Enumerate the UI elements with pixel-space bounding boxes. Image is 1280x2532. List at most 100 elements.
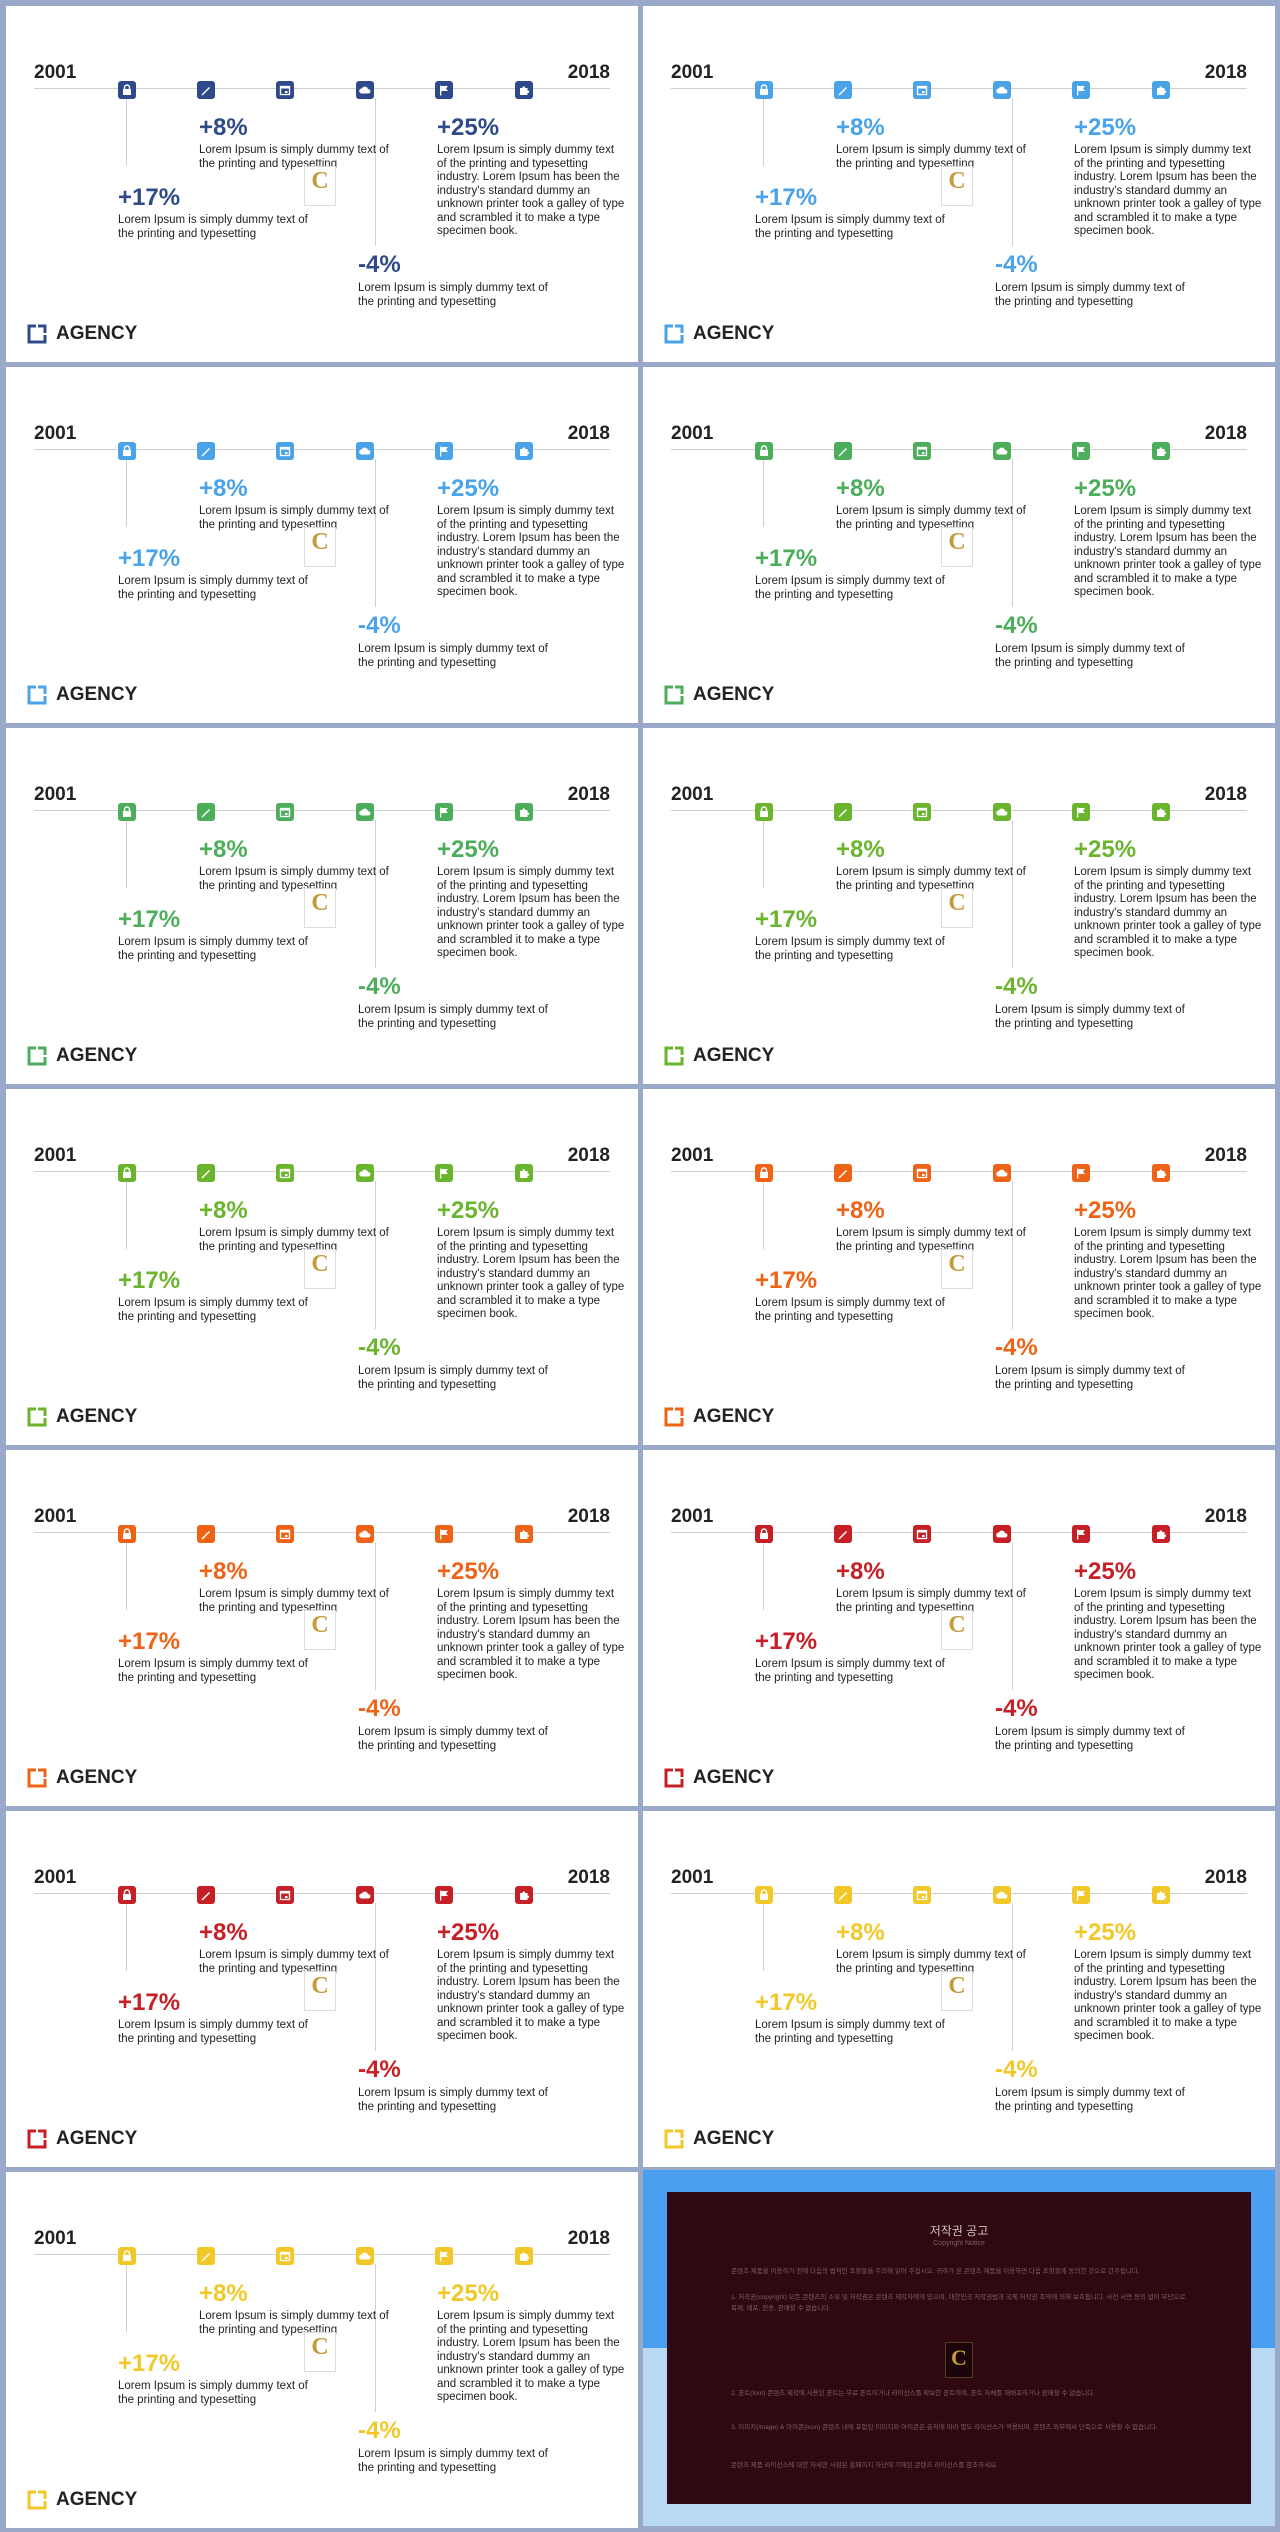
timeline-slide: 2001 2018 +17% Lorem Ipsum is simply dummy … bbox=[643, 6, 1275, 362]
pencil-icon bbox=[834, 1525, 852, 1543]
agency-logo-icon bbox=[664, 685, 684, 705]
stat-value: +8% bbox=[199, 2280, 248, 2307]
stat-value: -4% bbox=[358, 973, 401, 1000]
stat-value: +8% bbox=[836, 1919, 885, 1946]
stat-value: +17% bbox=[755, 1989, 818, 2016]
stat-value: +25% bbox=[437, 114, 500, 141]
agency-logo-icon bbox=[664, 1768, 684, 1788]
puzzle-icon bbox=[1152, 81, 1170, 99]
connector-line bbox=[763, 1181, 764, 1249]
stat-value: +17% bbox=[118, 906, 181, 933]
flag-icon bbox=[435, 803, 453, 821]
connector-line bbox=[1012, 1542, 1013, 1690]
stat-value: +8% bbox=[836, 836, 885, 863]
puzzle-icon bbox=[515, 1525, 533, 1543]
timeline-axis bbox=[671, 1532, 1247, 1533]
year-end: 2018 bbox=[567, 423, 610, 444]
watermark-stamp: C bbox=[941, 527, 973, 567]
stamp-letter: C bbox=[311, 2334, 329, 2360]
connector-line bbox=[375, 1181, 376, 1329]
calendar-icon bbox=[913, 442, 931, 460]
year-start: 2001 bbox=[671, 1506, 714, 1527]
puzzle-icon bbox=[1152, 1164, 1170, 1182]
stat-value: -4% bbox=[995, 973, 1038, 1000]
stat-value: +8% bbox=[836, 114, 885, 141]
brand-name: AGENCY bbox=[56, 323, 138, 344]
stat-description: Lorem Ipsum is simply dummy text of the … bbox=[118, 1658, 308, 1684]
timeline-slide: 2001 2018 +17% Lorem Ipsum is simply dummy … bbox=[6, 1089, 638, 1445]
stat-value: +8% bbox=[836, 1558, 885, 1585]
stat-description: Lorem Ipsum is simply dummy text of the … bbox=[1074, 1588, 1262, 1681]
stat-description: Lorem Ipsum is simply dummy text of the … bbox=[1074, 866, 1262, 959]
brand: AGENCY bbox=[26, 323, 137, 345]
pencil-icon bbox=[197, 2247, 215, 2265]
stat-description: Lorem Ipsum is simply dummy text of the … bbox=[836, 1949, 1026, 1975]
timeline-axis bbox=[34, 449, 610, 450]
stat-value: +8% bbox=[836, 1197, 885, 1224]
stamp-letter: C bbox=[948, 1251, 966, 1277]
brand: AGENCY bbox=[663, 684, 774, 706]
stamp-letter: C bbox=[948, 1612, 966, 1638]
watermark-stamp: C bbox=[304, 1249, 336, 1289]
stat-description: Lorem Ipsum is simply dummy text of the … bbox=[755, 936, 945, 962]
brand-name: AGENCY bbox=[693, 323, 775, 344]
puzzle-icon bbox=[515, 1164, 533, 1182]
watermark-stamp: C bbox=[304, 888, 336, 928]
year-end: 2018 bbox=[567, 784, 610, 805]
lock-icon bbox=[118, 803, 136, 821]
brand-name: AGENCY bbox=[693, 684, 775, 705]
stat-description: Lorem Ipsum is simply dummy text of the … bbox=[437, 866, 625, 959]
flag-icon bbox=[435, 442, 453, 460]
stat-description: Lorem Ipsum is simply dummy text of the … bbox=[118, 1297, 308, 1323]
flag-icon bbox=[435, 2247, 453, 2265]
stat-value: +25% bbox=[437, 1197, 500, 1224]
stat-description: Lorem Ipsum is simply dummy text of the … bbox=[995, 1726, 1185, 1752]
cloud-upload-icon bbox=[993, 1164, 1011, 1182]
cloud-upload-icon bbox=[993, 1525, 1011, 1543]
puzzle-icon bbox=[515, 2247, 533, 2265]
stat-value: +8% bbox=[199, 1919, 248, 1946]
cloud-upload-icon bbox=[356, 1525, 374, 1543]
timeline-slide: 2001 2018 +17% Lorem Ipsum is simply dummy … bbox=[6, 2172, 638, 2528]
stat-description: Lorem Ipsum is simply dummy text of the … bbox=[199, 1227, 389, 1253]
stat-description: Lorem Ipsum is simply dummy text of the … bbox=[755, 214, 945, 240]
flag-icon bbox=[1072, 1164, 1090, 1182]
stat-description: Lorem Ipsum is simply dummy text of the … bbox=[358, 1726, 548, 1752]
stat-value: +17% bbox=[118, 1628, 181, 1655]
puzzle-icon bbox=[515, 442, 533, 460]
connector-line bbox=[126, 1903, 127, 1971]
stat-description: Lorem Ipsum is simply dummy text of the … bbox=[995, 282, 1185, 308]
agency-logo-icon bbox=[27, 1407, 47, 1427]
flag-icon bbox=[1072, 81, 1090, 99]
puzzle-icon bbox=[1152, 1525, 1170, 1543]
brand: AGENCY bbox=[26, 684, 137, 706]
timeline-axis bbox=[34, 810, 610, 811]
calendar-icon bbox=[913, 81, 931, 99]
year-end: 2018 bbox=[1204, 423, 1247, 444]
connector-line bbox=[763, 459, 764, 527]
connector-line bbox=[763, 1542, 764, 1610]
stat-description: Lorem Ipsum is simply dummy text of the … bbox=[836, 1588, 1026, 1614]
flag-icon bbox=[435, 1164, 453, 1182]
cloud-upload-icon bbox=[993, 81, 1011, 99]
flag-icon bbox=[1072, 803, 1090, 821]
timeline-axis bbox=[34, 1893, 610, 1894]
brand: AGENCY bbox=[26, 1045, 137, 1067]
connector-line bbox=[763, 820, 764, 888]
stat-value: +25% bbox=[437, 2280, 500, 2307]
agency-logo-icon bbox=[664, 1046, 684, 1066]
year-end: 2018 bbox=[1204, 1145, 1247, 1166]
brand: AGENCY bbox=[663, 1406, 774, 1428]
stat-value: +25% bbox=[437, 1919, 500, 1946]
year-start: 2001 bbox=[34, 1506, 77, 1527]
agency-logo-icon bbox=[27, 2490, 47, 2510]
stat-description: Lorem Ipsum is simply dummy text of the … bbox=[755, 2019, 945, 2045]
stat-value: +17% bbox=[755, 545, 818, 572]
lock-icon bbox=[755, 1525, 773, 1543]
cloud-upload-icon bbox=[356, 2247, 374, 2265]
connector-line bbox=[763, 1903, 764, 1971]
year-start: 2001 bbox=[34, 784, 77, 805]
cloud-upload-icon bbox=[356, 1886, 374, 1904]
pencil-icon bbox=[834, 1886, 852, 1904]
lock-icon bbox=[118, 1886, 136, 1904]
